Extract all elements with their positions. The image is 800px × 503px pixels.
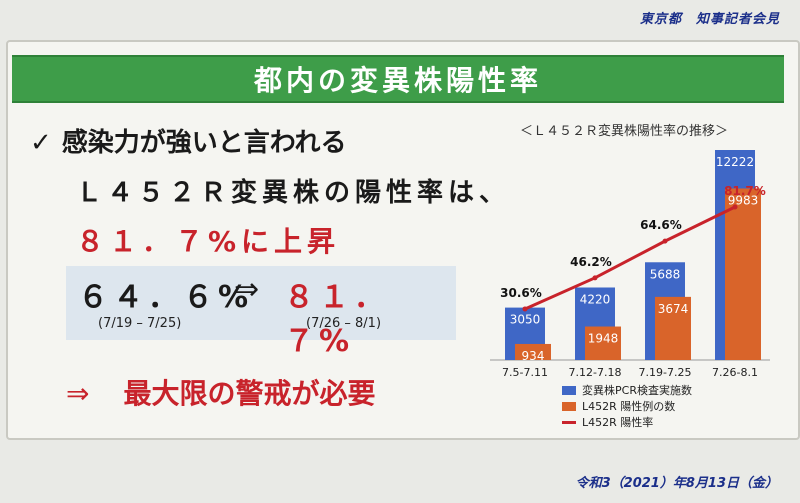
x-tick-label-2: 7.19-7.25	[639, 366, 692, 379]
bar-tests-label-0: 3050	[510, 313, 541, 327]
comparison-from: ６４．６%	[78, 280, 254, 315]
title-bar: 都内の変異株陽性率	[12, 55, 784, 103]
bar-positives-1	[585, 326, 621, 360]
right-arrow-icon: ⇒	[234, 272, 260, 307]
check-icon: ✓	[30, 128, 52, 158]
x-tick-label-3: 7.26-8.1	[712, 366, 758, 379]
bar-positives-3	[725, 188, 761, 360]
rate-line	[524, 205, 736, 311]
conclusion-text: 最大限の警戒が必要	[123, 377, 376, 410]
x-tick-label-0: 7.5-7.11	[502, 366, 548, 379]
comparison-to: ８１．７%	[284, 280, 389, 359]
legend-swatch-positives	[562, 401, 576, 411]
bar-positives-label-1: 1948	[588, 332, 619, 346]
bar-positives-2	[655, 296, 691, 360]
bar-tests-label-2: 5688	[650, 267, 681, 281]
legend-swatch-rate	[562, 420, 576, 424]
bar-tests-label-1: 4220	[580, 292, 611, 306]
bullet-text-1: 感染力が強いと言われる	[61, 128, 347, 158]
legend-label-positives: L452R 陽性例の数	[582, 400, 676, 413]
slide-title: 都内の変異株陽性率	[253, 64, 542, 97]
chart-legend: 変異株PCR検査実施数 L452R 陽性例の数 L452R 陽性率	[562, 382, 692, 430]
legend-item-tests: 変異株PCR検査実施数	[562, 382, 692, 398]
rate-point-3	[732, 204, 738, 210]
rate-point-1	[592, 275, 598, 281]
bullet-line-2: Ｌ４５２Ｒ変異株の陽性率は、	[76, 178, 511, 208]
x-tick-label-1: 7.12-7.18	[569, 366, 622, 379]
bullet-line-1: ✓ 感染力が強いと言われる	[30, 122, 347, 159]
conclusion-arrow-icon: ⇒	[66, 377, 90, 410]
date-footer: 令和3（2021）年8月13日（金）	[575, 476, 778, 491]
comparison-box: ６４．６% ⇒ ８１．７% (7/19 – 7/25) (7/26 – 8/1)	[66, 266, 456, 359]
legend-item-rate: L452R 陽性率	[562, 414, 692, 430]
bar-positives-label-3: 9983	[728, 193, 759, 207]
chart-title: ＜Ｌ４５２Ｒ変異株陽性率の推移＞	[520, 124, 729, 139]
bar-positives-0	[515, 343, 551, 360]
rate-point-2	[662, 238, 668, 244]
rate-label-2: 64.6%	[640, 218, 682, 232]
positivity-chart: 3050 934 7.5-7.11 4220 1948 7.12-7.18 5688 3674…	[490, 150, 770, 379]
rate-label-0: 30.6%	[500, 286, 542, 300]
legend-label-tests: 変異株PCR検査実施数	[582, 384, 692, 397]
comparison-from-period: (7/19 – 7/25)	[98, 316, 182, 331]
press-conference-label: 東京都 知事記者会見	[639, 12, 780, 27]
rate-point-0	[522, 306, 528, 312]
bar-tests-label-3: 12222	[716, 155, 754, 169]
legend-item-positives: L452R 陽性例の数	[562, 398, 692, 414]
legend-label-rate: L452R 陽性率	[582, 416, 654, 429]
comparison-to-period: (7/26 – 8/1)	[306, 316, 382, 331]
conclusion-line: ⇒ 最大限の警戒が必要	[66, 372, 375, 412]
bullet-line-3: ８１．７%に上昇	[76, 225, 341, 258]
legend-swatch-tests	[562, 385, 576, 395]
rate-label-3: 81.7%	[724, 184, 766, 198]
bar-positives-label-2: 3674	[658, 302, 689, 316]
bar-positives-label-0: 934	[522, 349, 545, 363]
rate-label-1: 46.2%	[570, 255, 612, 269]
